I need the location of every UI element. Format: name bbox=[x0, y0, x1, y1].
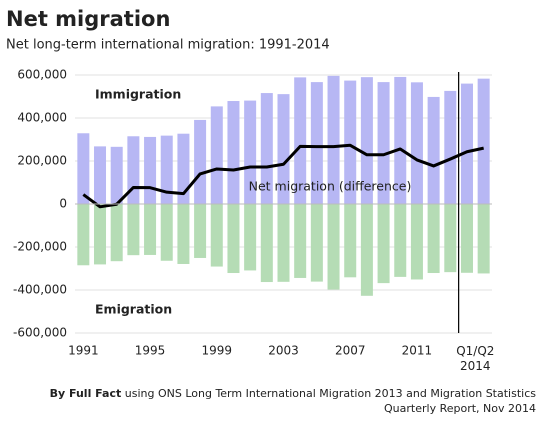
bar bbox=[360, 77, 373, 204]
y-tick-label: -400,000 bbox=[13, 283, 67, 297]
series-label: Net migration (difference) bbox=[249, 179, 412, 194]
x-tick-label: 2007 bbox=[335, 344, 366, 358]
bar bbox=[344, 80, 357, 204]
y-tick-label: -600,000 bbox=[13, 326, 67, 340]
bar bbox=[444, 204, 457, 273]
bar bbox=[410, 204, 423, 280]
source-text: using ONS Long Term International Migrat… bbox=[125, 387, 537, 400]
series-label: Emigration bbox=[95, 302, 172, 317]
bar bbox=[360, 204, 373, 296]
bar bbox=[77, 133, 90, 204]
y-tick-label: -200,000 bbox=[13, 240, 67, 254]
source-text: Quarterly Report, Nov 2014 bbox=[384, 402, 536, 415]
bar bbox=[194, 204, 207, 258]
bar bbox=[377, 204, 390, 284]
chart-subtitle: Net long-term international migration: 1… bbox=[6, 38, 330, 53]
bar bbox=[427, 204, 440, 274]
x-tick-label-line: Q1/Q2 bbox=[456, 344, 494, 358]
bar bbox=[344, 204, 357, 278]
bar bbox=[294, 77, 307, 204]
bar bbox=[177, 204, 190, 264]
bar bbox=[310, 82, 323, 204]
series-label: Immigration bbox=[95, 87, 181, 102]
x-tick-label: 1995 bbox=[135, 344, 166, 358]
x-tick-label: 1999 bbox=[202, 344, 233, 358]
bar bbox=[177, 133, 190, 204]
bar bbox=[410, 82, 423, 204]
bar bbox=[310, 204, 323, 282]
bar bbox=[394, 76, 407, 204]
bar bbox=[210, 106, 223, 204]
x-tick-label: 2011 bbox=[402, 344, 433, 358]
bar bbox=[477, 204, 490, 274]
bar bbox=[144, 136, 157, 204]
bar bbox=[277, 204, 290, 282]
bar bbox=[427, 96, 440, 204]
bar bbox=[77, 204, 90, 266]
bar bbox=[94, 146, 107, 204]
chart-title: Net migration bbox=[6, 7, 170, 31]
bar bbox=[127, 136, 140, 204]
bar bbox=[244, 204, 257, 271]
bar bbox=[394, 204, 407, 277]
x-tick-label: 1991 bbox=[68, 344, 99, 358]
bar bbox=[210, 204, 223, 267]
bar bbox=[260, 93, 273, 204]
bar bbox=[327, 75, 340, 204]
bar bbox=[327, 204, 340, 290]
bar bbox=[444, 90, 457, 204]
y-tick-label: 0 bbox=[59, 197, 67, 211]
bar bbox=[477, 78, 490, 204]
bar bbox=[460, 83, 473, 204]
y-tick-label: 600,000 bbox=[17, 68, 67, 82]
bar bbox=[160, 204, 173, 261]
x-tick-label-line: 2014 bbox=[460, 359, 491, 373]
bar bbox=[160, 135, 173, 204]
source-author: By Full Fact bbox=[50, 387, 122, 400]
x-tick-label: 2003 bbox=[268, 344, 299, 358]
bar bbox=[227, 204, 240, 274]
bar bbox=[277, 94, 290, 204]
bar bbox=[294, 204, 307, 278]
bar bbox=[460, 204, 473, 273]
y-tick-label: 200,000 bbox=[17, 154, 67, 168]
bar bbox=[244, 100, 257, 204]
bar bbox=[260, 204, 273, 283]
line bbox=[82, 143, 484, 209]
bar bbox=[194, 119, 207, 204]
bar bbox=[377, 82, 390, 204]
bar bbox=[227, 101, 240, 204]
y-tick-label: 400,000 bbox=[17, 111, 67, 125]
bar bbox=[127, 204, 140, 256]
bar bbox=[144, 204, 157, 255]
bar bbox=[94, 204, 107, 265]
source: By Full Fact using ONS Long Term Interna… bbox=[50, 387, 537, 400]
bar bbox=[110, 146, 123, 204]
x-tick-label: Q1/Q2 2014 bbox=[456, 344, 494, 373]
bar bbox=[110, 204, 123, 262]
